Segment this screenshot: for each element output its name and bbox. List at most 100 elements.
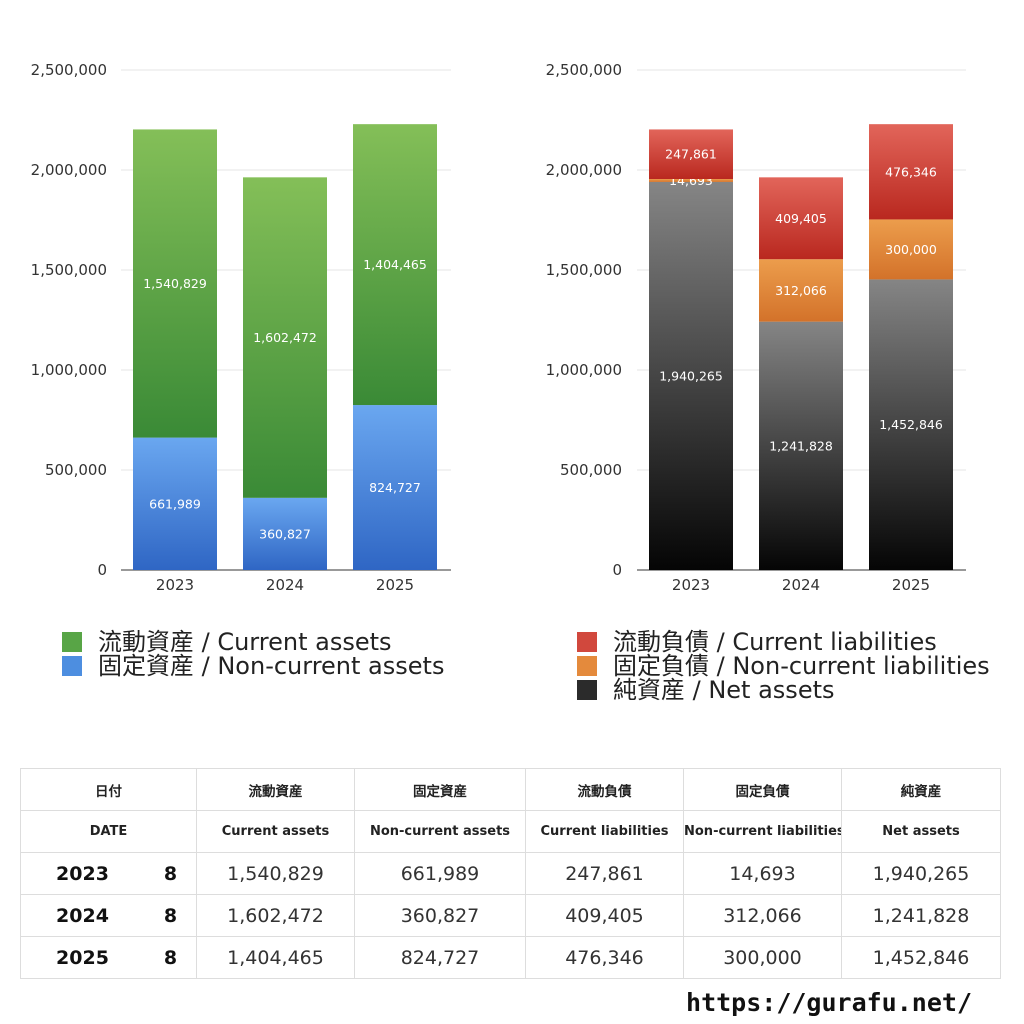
table-header-row-en: DATE Current assets Non-current assets C…: [20, 810, 1001, 853]
x-tick-label: 2023: [672, 576, 710, 594]
cell-non-current-assets: 661,989: [354, 852, 526, 895]
header-net-assets-jp: 純資産: [841, 768, 1001, 811]
bar-value-label: 1,404,465: [363, 257, 427, 272]
row-year: 2024: [20, 894, 145, 937]
liabilities-chart: 0 500,000 1,000,000 1,500,000 2,000,000 2,500…: [546, 61, 966, 594]
y-tick-label: 1,000,000: [31, 361, 107, 379]
header-current-assets-en: Current assets: [196, 810, 355, 853]
legend-label: 固定資産 / Non-current assets: [98, 652, 445, 680]
bar-value-label: 1,540,829: [143, 276, 207, 291]
cell-current-assets: 1,602,472: [196, 894, 355, 937]
liabilities-legend: 流動負債 / Current liabilities 固定負債 / Non-cur…: [577, 630, 990, 702]
legend-label: 固定負債 / Non-current liabilities: [613, 652, 990, 680]
x-tick-label: 2023: [156, 576, 194, 594]
y-tick-label: 2,000,000: [546, 161, 622, 179]
legend-item[interactable]: 固定資産 / Non-current assets: [62, 654, 444, 678]
legend-item[interactable]: 流動負債 / Current liabilities: [577, 630, 990, 654]
cell-non-current-assets: 824,727: [354, 936, 526, 979]
bar-segment[interactable]: [649, 179, 733, 182]
header-net-assets-en: Net assets: [841, 810, 1001, 853]
y-tick-label: 1,000,000: [546, 361, 622, 379]
assets-chart: 0 500,000 1,000,000 1,500,000 2,000,000 2,500…: [31, 61, 451, 594]
cell-current-liabilities: 247,861: [525, 852, 684, 895]
table-header-row-jp: 日付 流動資産 固定資産 流動負債 固定負債 純資産: [20, 768, 1001, 811]
table-row: 2024 8 1,602,472 360,827 409,405 312,066…: [20, 894, 1001, 937]
bar-segment[interactable]: [243, 177, 327, 498]
legend-label: 純資産 / Net assets: [613, 676, 835, 704]
header-non-current-liabilities-en: Non-current liabilities: [683, 810, 842, 853]
y-tick-label: 2,500,000: [31, 61, 107, 79]
legend-item[interactable]: 純資産 / Net assets: [577, 678, 990, 702]
cell-net-assets: 1,940,265: [841, 852, 1001, 895]
cell-current-assets: 1,404,465: [196, 936, 355, 979]
bar-value-label: 312,066: [775, 283, 827, 298]
table-row: 2025 8 1,404,465 824,727 476,346 300,000…: [20, 936, 1001, 979]
cell-non-current-assets: 360,827: [354, 894, 526, 937]
row-year: 2023: [20, 852, 145, 895]
row-month: 8: [144, 852, 197, 895]
cell-non-current-liabilities: 14,693: [683, 852, 842, 895]
data-table: 日付 流動資産 固定資産 流動負債 固定負債 純資産 DATE Current …: [20, 768, 1001, 979]
cell-current-liabilities: 409,405: [525, 894, 684, 937]
bar-segment[interactable]: [133, 129, 217, 438]
bar-segment[interactable]: [759, 321, 843, 570]
cell-current-assets: 1,540,829: [196, 852, 355, 895]
bar-value-label: 360,827: [259, 526, 311, 541]
assets-legend: 流動資産 / Current assets 固定資産 / Non-current …: [62, 630, 444, 678]
cell-non-current-liabilities: 300,000: [683, 936, 842, 979]
header-non-current-liabilities-jp: 固定負債: [683, 768, 842, 811]
y-tick-label: 2,000,000: [31, 161, 107, 179]
bar-value-label: 1,452,846: [879, 417, 943, 432]
header-non-current-assets-en: Non-current assets: [354, 810, 526, 853]
bar-value-label: 661,989: [149, 496, 201, 511]
legend-swatch: [62, 656, 82, 676]
bar-value-label: 1,940,265: [659, 368, 723, 383]
bar-segment[interactable]: [759, 177, 843, 260]
bar-segment[interactable]: [759, 259, 843, 322]
bar-value-label: 824,727: [369, 480, 421, 495]
legend-item[interactable]: 流動資産 / Current assets: [62, 630, 444, 654]
cell-net-assets: 1,452,846: [841, 936, 1001, 979]
legend-swatch: [577, 632, 597, 652]
header-date-jp: 日付: [20, 768, 197, 811]
y-tick-label: 500,000: [45, 461, 107, 479]
legend-swatch: [577, 656, 597, 676]
bar-value-label: 476,346: [885, 164, 937, 179]
cell-non-current-liabilities: 312,066: [683, 894, 842, 937]
bar-value-label: 247,861: [665, 147, 717, 162]
legend-item[interactable]: 固定負債 / Non-current liabilities: [577, 654, 990, 678]
bar-segment[interactable]: [869, 124, 953, 220]
y-tick-label: 1,500,000: [546, 261, 622, 279]
bar-segment[interactable]: [353, 124, 437, 406]
table-row: 2023 8 1,540,829 661,989 247,861 14,693 …: [20, 852, 1001, 895]
y-tick-label: 500,000: [560, 461, 622, 479]
bar-segment[interactable]: [869, 279, 953, 570]
row-month: 8: [144, 894, 197, 937]
legend-swatch: [62, 632, 82, 652]
cell-net-assets: 1,241,828: [841, 894, 1001, 937]
bar-segment[interactable]: [649, 181, 733, 570]
bar-segment[interactable]: [353, 405, 437, 570]
bar-segment[interactable]: [243, 497, 327, 570]
y-tick-label: 0: [97, 561, 107, 579]
row-month: 8: [144, 936, 197, 979]
header-current-liabilities-jp: 流動負債: [525, 768, 684, 811]
row-year: 2025: [20, 936, 145, 979]
cell-current-liabilities: 476,346: [525, 936, 684, 979]
header-current-assets-jp: 流動資産: [196, 768, 355, 811]
x-tick-label: 2024: [266, 576, 304, 594]
bar-segment[interactable]: [133, 437, 217, 570]
bar-segment[interactable]: [869, 219, 953, 280]
y-tick-label: 2,500,000: [546, 61, 622, 79]
bar-value-label: 1,241,828: [769, 438, 833, 453]
header-current-liabilities-en: Current liabilities: [525, 810, 684, 853]
bar-value-label: 1,602,472: [253, 330, 317, 345]
bar-segment[interactable]: [649, 129, 733, 180]
y-tick-label: 0: [612, 561, 622, 579]
legend-swatch: [577, 680, 597, 700]
site-url[interactable]: https://gurafu.net/: [686, 988, 972, 1017]
x-tick-label: 2025: [376, 576, 414, 594]
x-tick-label: 2025: [892, 576, 930, 594]
x-tick-label: 2024: [782, 576, 820, 594]
legend-label: 流動負債 / Current liabilities: [613, 628, 937, 656]
